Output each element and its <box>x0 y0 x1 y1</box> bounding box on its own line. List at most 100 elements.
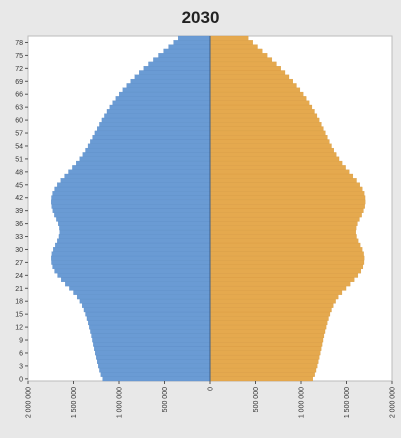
bar-left-age-47 <box>64 173 211 179</box>
bar-right-age-76 <box>209 48 263 54</box>
bar-right-age-73 <box>209 61 277 67</box>
bar-right-age-4 <box>209 359 319 364</box>
bar-left-age-15 <box>85 311 211 317</box>
bar-right-age-14 <box>209 316 329 321</box>
bar-right-age-46 <box>209 178 357 183</box>
bar-left-age-74 <box>153 57 211 63</box>
bar-left-age-29 <box>51 251 211 257</box>
bar-right-age-49 <box>209 165 346 170</box>
bar-left-age-38 <box>54 212 211 218</box>
bar-left-age-55 <box>90 139 211 144</box>
bar-left-age-31 <box>55 242 211 248</box>
bar-left-age-71 <box>139 70 211 75</box>
y-tick-label-30: 30 <box>15 247 23 254</box>
bar-left-age-70 <box>134 74 211 80</box>
bar-right-age-32 <box>209 238 359 244</box>
bar-left-age-28 <box>51 255 211 261</box>
y-tick-label-33: 33 <box>15 234 23 241</box>
bar-left-age-65 <box>115 96 211 101</box>
bar-left-age-51 <box>79 156 211 162</box>
bar-right-age-9 <box>209 337 324 343</box>
y-tick-label-60: 60 <box>15 118 23 125</box>
bar-left-age-63 <box>109 104 211 110</box>
bar-right-age-0 <box>209 376 313 382</box>
bar-left-age-61 <box>104 113 211 119</box>
bar-left-age-59 <box>99 122 211 127</box>
bar-right-age-34 <box>209 229 356 235</box>
y-tick-label-51: 51 <box>15 156 23 163</box>
bar-right-age-38 <box>209 212 362 218</box>
y-tick-label-45: 45 <box>15 182 23 189</box>
bar-left-age-40 <box>51 204 211 209</box>
y-tick-label-36: 36 <box>15 221 23 228</box>
y-tick-label-6: 6 <box>19 350 23 357</box>
bar-left-age-1 <box>100 372 211 377</box>
bar-right-age-45 <box>209 182 360 188</box>
y-tick-label-72: 72 <box>15 66 23 73</box>
bar-left-age-78 <box>173 40 211 45</box>
bar-left-age-2 <box>99 367 211 373</box>
bar-left-age-62 <box>106 109 211 114</box>
bar-left-age-34 <box>59 229 211 235</box>
bar-left-age-22 <box>65 281 211 287</box>
bar-right-age-26 <box>209 264 364 270</box>
x-tick-label-7: 1 500 000 <box>344 387 351 418</box>
bar-left-age-39 <box>52 208 211 213</box>
bar-right-age-54 <box>209 143 332 149</box>
bar-right-age-2 <box>209 367 317 373</box>
bar-left-age-16 <box>83 307 211 313</box>
bar-left-age-49 <box>72 165 211 170</box>
bar-right-age-44 <box>209 186 363 192</box>
bar-left-age-42 <box>51 195 211 201</box>
bar-left-age-44 <box>54 186 211 192</box>
bar-left-age-17 <box>81 303 211 308</box>
bar-right-age-66 <box>209 91 304 97</box>
bar-right-age-64 <box>209 100 310 106</box>
bar-left-age-23 <box>61 277 211 282</box>
bar-left-age-68 <box>126 83 211 88</box>
bar-right-age-59 <box>209 122 322 127</box>
bar-left-age-6 <box>95 350 211 356</box>
bar-left-age-77 <box>168 44 211 50</box>
y-tick-label-39: 39 <box>15 208 23 215</box>
bar-left-age-57 <box>94 130 211 136</box>
bar-left-age-56 <box>92 135 211 140</box>
bar-left-age-54 <box>87 143 211 149</box>
bar-right-age-40 <box>209 204 365 209</box>
bar-right-age-13 <box>209 320 328 326</box>
bar-left-age-5 <box>96 354 211 360</box>
bar-right-age-36 <box>209 221 358 226</box>
bar-right-age-22 <box>209 281 351 287</box>
y-tick-label-63: 63 <box>15 105 23 112</box>
bar-right-age-53 <box>209 147 334 153</box>
x-tick-label-2: 1 000 000 <box>116 387 123 418</box>
bar-right-age-12 <box>209 324 327 330</box>
bar-right-age-8 <box>209 342 323 347</box>
bar-left-age-4 <box>97 359 211 364</box>
bar-right-age-43 <box>209 191 365 196</box>
bar-right-age-70 <box>209 74 290 80</box>
chart-title: 2030 <box>181 8 220 27</box>
x-tick-label-8: 2 000 000 <box>389 387 396 418</box>
x-tick-label-3: 500 000 <box>162 387 169 412</box>
bar-left-age-73 <box>148 61 211 67</box>
bar-right-age-41 <box>209 199 366 205</box>
bar-right-age-51 <box>209 156 340 162</box>
bar-right-age-7 <box>209 346 322 351</box>
bar-right-age-37 <box>209 216 360 222</box>
bar-left-age-30 <box>53 247 211 252</box>
bar-right-age-1 <box>209 372 315 377</box>
y-tick-label-69: 69 <box>15 79 23 86</box>
x-tick-label-4: 0 <box>207 387 214 391</box>
x-tick-label-0: 2 000 000 <box>25 387 32 418</box>
y-tick-label-54: 54 <box>15 143 23 150</box>
bar-left-age-0 <box>102 376 211 382</box>
bar-right-age-71 <box>209 70 286 75</box>
bar-left-age-48 <box>68 169 211 175</box>
bar-right-age-10 <box>209 333 325 339</box>
bar-left-age-20 <box>73 290 211 295</box>
bar-right-age-24 <box>209 273 359 278</box>
bar-right-age-77 <box>209 44 258 50</box>
bar-right-age-31 <box>209 242 361 248</box>
